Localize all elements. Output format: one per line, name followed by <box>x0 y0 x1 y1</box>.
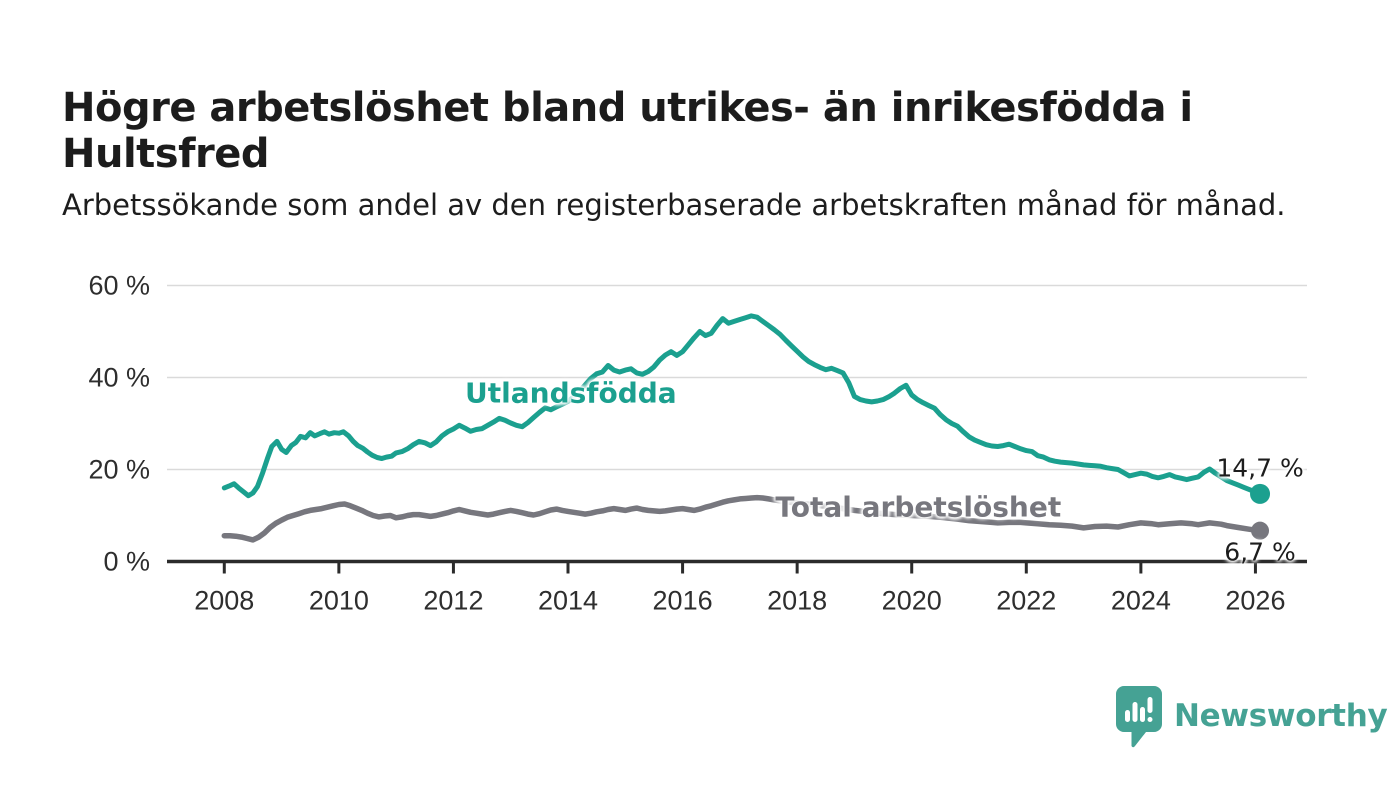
series-line-total-arbetsloshet <box>221 494 1263 543</box>
y-axis-label-0: 0 % <box>103 547 150 577</box>
x-axis-label-2026: 2026 <box>1225 586 1285 616</box>
newsworthy-logo-text: Newsworthy <box>1174 698 1388 734</box>
x-axis-label-2014: 2014 <box>538 586 598 616</box>
x-axis-label-2024: 2024 <box>1111 586 1171 616</box>
page-title: Högre arbetslöshet bland utrikes- än inr… <box>62 84 1193 177</box>
series-label-total-arbetsloshet: Total arbetslöshet <box>775 490 1062 524</box>
end-value-total: 6,7 % <box>1224 537 1296 567</box>
x-axis-label-2012: 2012 <box>423 586 483 616</box>
x-axis-label-2022: 2022 <box>996 586 1056 616</box>
x-axis-label-2008: 2008 <box>194 586 254 616</box>
series-line-utlandsfodda <box>221 313 1263 499</box>
x-axis-label-2016: 2016 <box>653 586 713 616</box>
x-axis-label-2010: 2010 <box>309 586 369 616</box>
series-label-utlandsfodda: Utlandsfödda <box>465 376 677 410</box>
y-axis-label-20: 20 % <box>88 455 150 485</box>
chart-subtitle: Arbetssökande som andel av den registerb… <box>62 188 1286 222</box>
x-axis-label-2020: 2020 <box>882 586 942 616</box>
end-dot-utlandsfodda <box>1250 483 1271 504</box>
newsworthy-bubble-icon <box>1116 686 1162 748</box>
y-axis-label-60: 60 % <box>88 271 150 301</box>
end-dot-total <box>1251 521 1270 540</box>
end-value-utlandsfodda: 14,7 % <box>1216 453 1304 483</box>
newsworthy-logo: Newsworthy <box>1114 684 1388 748</box>
y-axis-label-40: 40 % <box>88 363 150 393</box>
x-axis-label-2018: 2018 <box>767 586 827 616</box>
